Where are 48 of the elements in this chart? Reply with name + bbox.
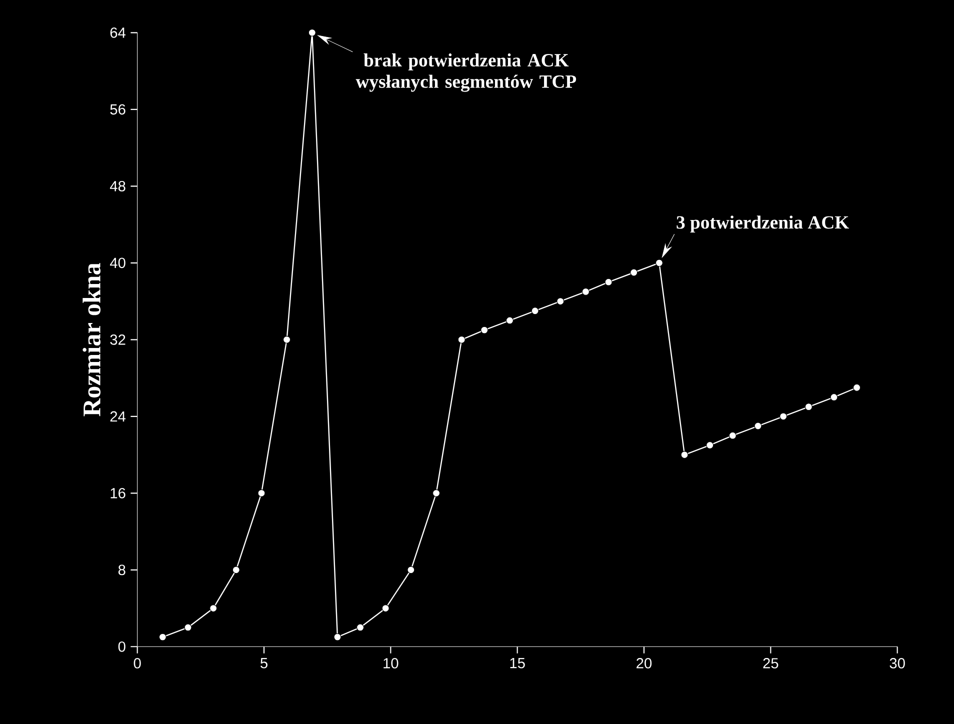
x-tick-label: 25: [763, 658, 778, 668]
point: [283, 336, 291, 344]
point: [356, 624, 364, 632]
x-tick-label: 20: [636, 658, 652, 668]
point: [210, 604, 218, 612]
point: [604, 278, 612, 286]
point: [480, 326, 488, 334]
annotation: 3 potwierdzenia ACK: [676, 216, 850, 233]
point: [830, 393, 838, 401]
point: [382, 604, 390, 612]
point: [630, 268, 638, 276]
x-tick-label: 5: [260, 658, 268, 668]
point: [531, 307, 539, 315]
point: [308, 28, 316, 36]
y-tick-label: 0: [118, 641, 126, 652]
y-axis-title: Rozmiar okna: [82, 263, 100, 416]
point: [655, 259, 663, 267]
annotation: brak potwierdzenia ACK wysłanych segmentów TCP: [356, 53, 576, 92]
y-tick-label: 48: [110, 180, 126, 192]
y-tick-label: 40: [110, 258, 126, 268]
point: [780, 412, 788, 420]
point: [258, 489, 266, 497]
y-tick-label: 24: [110, 411, 126, 422]
point: [458, 336, 466, 344]
point: [184, 624, 192, 632]
x-tick-label: 10: [384, 658, 398, 668]
point: [680, 451, 688, 459]
point: [158, 633, 166, 641]
point: [804, 403, 812, 411]
point: [334, 633, 342, 641]
y-tick-label: 56: [110, 104, 126, 115]
point: [556, 298, 564, 306]
point: [407, 566, 415, 574]
point: [582, 288, 590, 296]
point: [853, 384, 861, 392]
point: [506, 316, 514, 324]
x-tick-label: 15: [510, 658, 525, 668]
y-tick-label: 64: [110, 27, 126, 38]
point: [754, 422, 762, 430]
y-tick-label: 32: [110, 334, 126, 345]
point: [232, 566, 240, 574]
point: [432, 489, 440, 497]
point: [706, 441, 714, 449]
y-tick-label: 16: [110, 488, 126, 498]
x-tick-label: 0: [134, 658, 141, 668]
y-tick-label: 8: [118, 564, 126, 576]
x-tick-label: 30: [890, 658, 905, 668]
point: [728, 432, 736, 440]
